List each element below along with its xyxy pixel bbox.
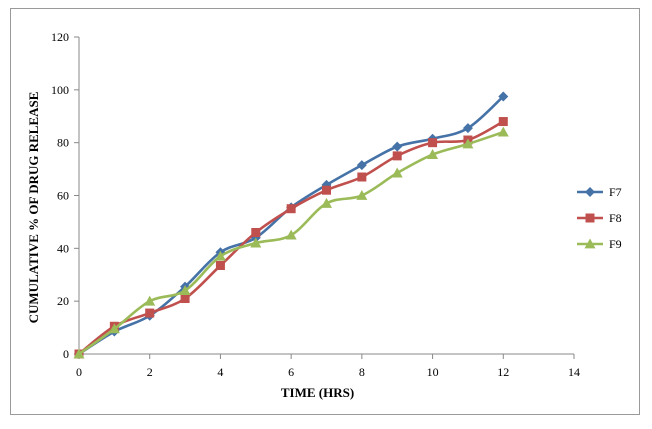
series-f8-point [428, 138, 438, 148]
series-f7-point [498, 91, 509, 102]
series-f8-point [286, 204, 296, 214]
series-f8-point [322, 185, 331, 195]
legend-marker-f8 [585, 213, 595, 223]
series-f7-point [356, 160, 367, 171]
x-axis-title: TIME (HRS) [281, 385, 354, 400]
legend-label-f7: F7 [609, 185, 622, 199]
series-f8-point [180, 294, 190, 304]
series-f9-point [462, 138, 474, 149]
series-f9-point [356, 190, 368, 200]
y-tick-label: 80 [57, 136, 69, 150]
series-layer [73, 91, 509, 359]
legend: F7 F8 F9 [577, 185, 622, 251]
series-f9-point [285, 229, 297, 240]
y-ticks: 0 20 40 60 80 100 120 [51, 30, 79, 361]
legend-marker-f9 [584, 238, 596, 249]
series-f7 [74, 91, 509, 359]
x-tick-label: 14 [568, 365, 580, 379]
series-f8-point [145, 308, 155, 318]
series-f8-point [357, 172, 367, 182]
series-f9 [73, 126, 509, 359]
x-tick-label: 10 [427, 365, 439, 379]
y-tick-label: 40 [57, 241, 69, 255]
series-f9-point [321, 197, 332, 208]
y-tick-label: 20 [57, 294, 69, 308]
series-f9-point [73, 348, 85, 359]
legend-label-f8: F8 [609, 211, 622, 225]
axes [78, 37, 574, 355]
x-tick-label: 2 [147, 365, 153, 379]
y-axis-title: CUMULATIVE % OF DRUG RELEASE [26, 92, 41, 324]
series-f9-point [497, 126, 509, 137]
legend-item-f9: F9 [577, 237, 622, 251]
series-f9-point [391, 167, 403, 178]
x-ticks: 0 2 4 6 8 10 12 14 [76, 354, 580, 379]
series-f8-point [498, 117, 508, 127]
legend-item-f7: F7 [577, 185, 622, 199]
series-f9-point [427, 149, 439, 159]
series-f8-point [215, 261, 225, 271]
y-tick-label: 60 [57, 189, 69, 203]
series-f8-point [392, 151, 402, 161]
y-tick-label: 100 [51, 83, 69, 97]
x-tick-label: 12 [497, 365, 509, 379]
legend-label-f9: F9 [609, 237, 622, 251]
legend-marker-f7 [585, 187, 595, 197]
chart-frame [10, 8, 640, 415]
series-f8-point [251, 227, 261, 237]
x-tick-label: 0 [76, 365, 82, 379]
x-tick-label: 6 [288, 365, 294, 379]
x-tick-label: 8 [359, 365, 365, 379]
series-f7-point [462, 123, 473, 134]
series-f9-point [250, 237, 262, 248]
y-tick-label: 120 [51, 30, 69, 44]
series-f7-point [392, 141, 403, 152]
series-f9-point [179, 285, 191, 295]
series-f9-point [214, 250, 226, 261]
series-f9-point [108, 323, 120, 334]
y-tick-label: 0 [63, 347, 69, 361]
series-f9-point [144, 295, 156, 306]
legend-item-f8: F8 [577, 211, 622, 225]
x-tick-label: 4 [217, 365, 223, 379]
